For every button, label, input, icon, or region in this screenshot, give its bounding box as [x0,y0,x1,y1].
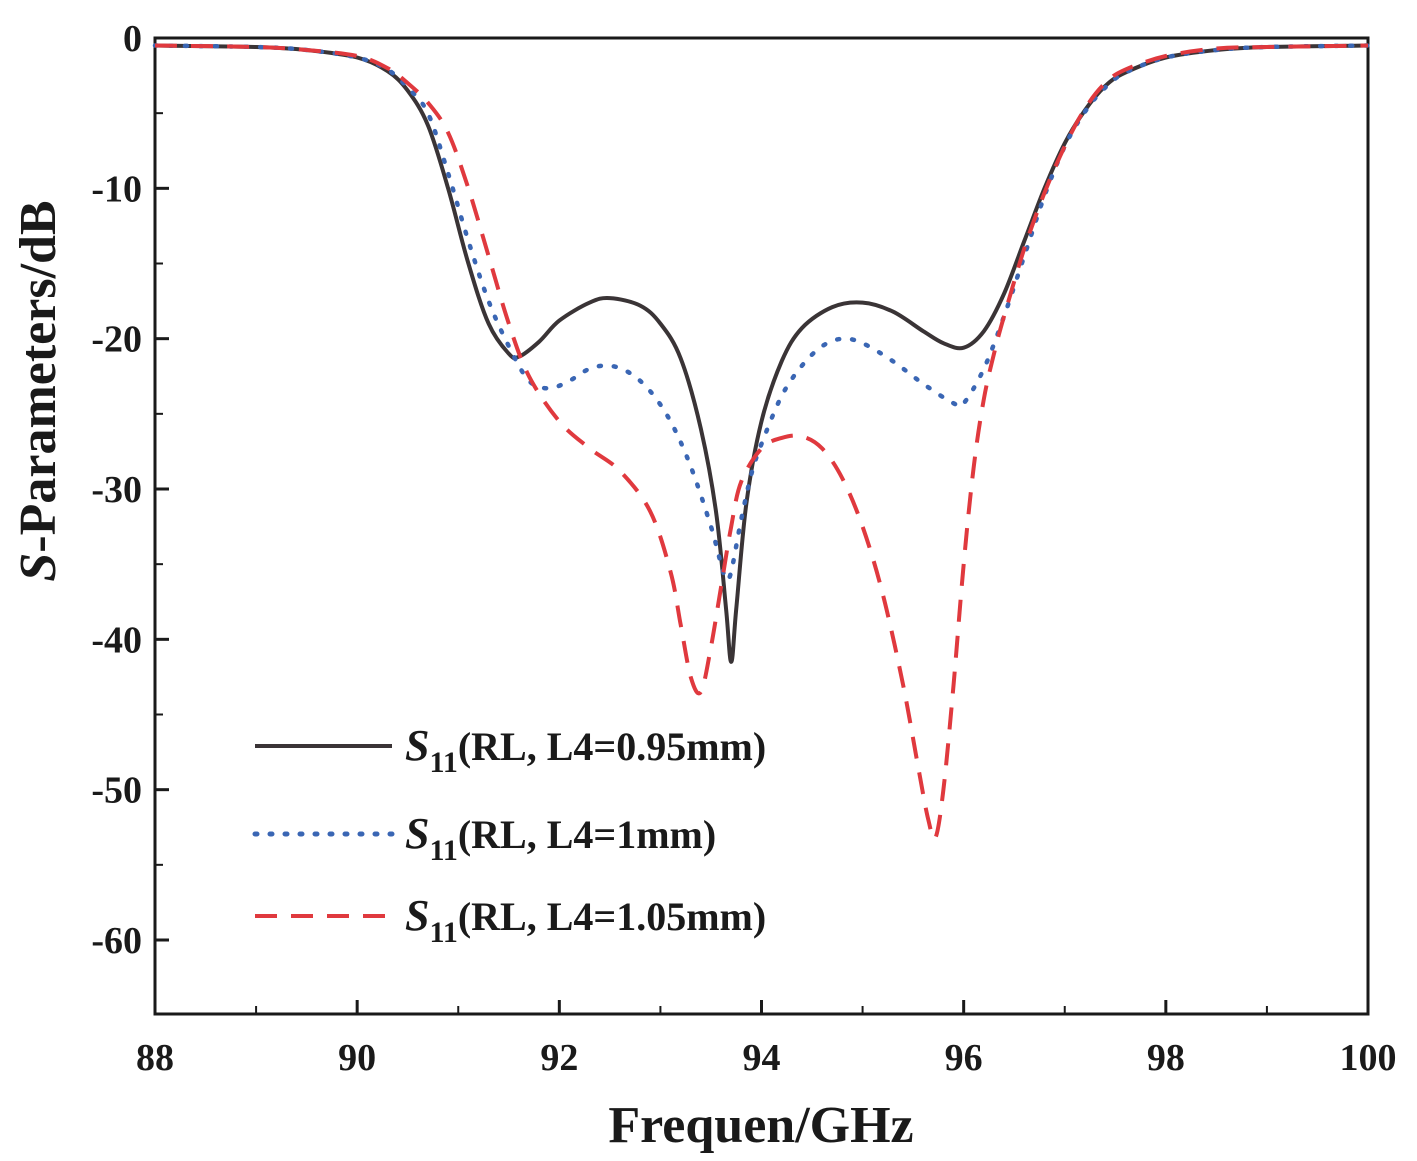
legend-label-3: S11(RL, L4=1.05mm) [405,891,766,949]
y-tick-label: -60 [91,920,142,962]
y-tick-label: -30 [91,469,142,511]
y-tick-label: 0 [123,18,142,60]
x-tick-label: 96 [945,1037,983,1079]
series-layer [152,43,1371,841]
series-line-3 [154,43,1369,841]
y-tick-label: -50 [91,770,142,812]
legend: S11(RL, L4=0.95mm)S11(RL, L4=1mm)S11(RL,… [252,721,766,949]
y-axis-title-rest: -Parameters/dB [10,200,67,552]
x-tick-label: 90 [338,1037,376,1079]
y-tick-label: -20 [91,319,142,361]
y-tick-label: -10 [91,168,142,210]
x-tick-label: 100 [1340,1037,1397,1079]
plot-frame [153,36,1370,1016]
y-tick-label: -40 [91,619,142,661]
legend-label-rest: (RL, L4=1.05mm) [458,894,766,939]
legend-subscript: 11 [429,746,457,779]
x-tick-label: 98 [1147,1037,1185,1079]
legend-label-2: S11(RL, L4=1mm) [405,809,716,867]
legend-s-symbol: S [405,721,429,770]
legend-subscript: 11 [429,916,457,949]
x-axis-title: Frequen/GHz [608,1097,913,1154]
legend-subscript: 11 [429,834,457,867]
series-line-2 [152,43,1371,583]
x-axis: 88 90 92 94 96 98 100 [136,1000,1397,1079]
x-tick-label: 88 [136,1037,174,1079]
x-tick-label: 92 [540,1037,578,1079]
y-axis: 0 -10 -20 -30 -40 -50 -60 [91,18,169,962]
y-axis-title-italic: S [10,553,67,582]
x-tick-label: 94 [743,1037,781,1079]
series-line-1 [154,43,1369,664]
legend-label-rest: (RL, L4=0.95mm) [458,724,766,769]
y-axis-title: S-Parameters/dB [10,200,67,581]
legend-s-symbol: S [405,891,429,940]
legend-s-symbol: S [405,809,429,858]
legend-label-rest: (RL, L4=1mm) [458,812,716,857]
legend-label-1: S11(RL, L4=0.95mm) [405,721,766,779]
